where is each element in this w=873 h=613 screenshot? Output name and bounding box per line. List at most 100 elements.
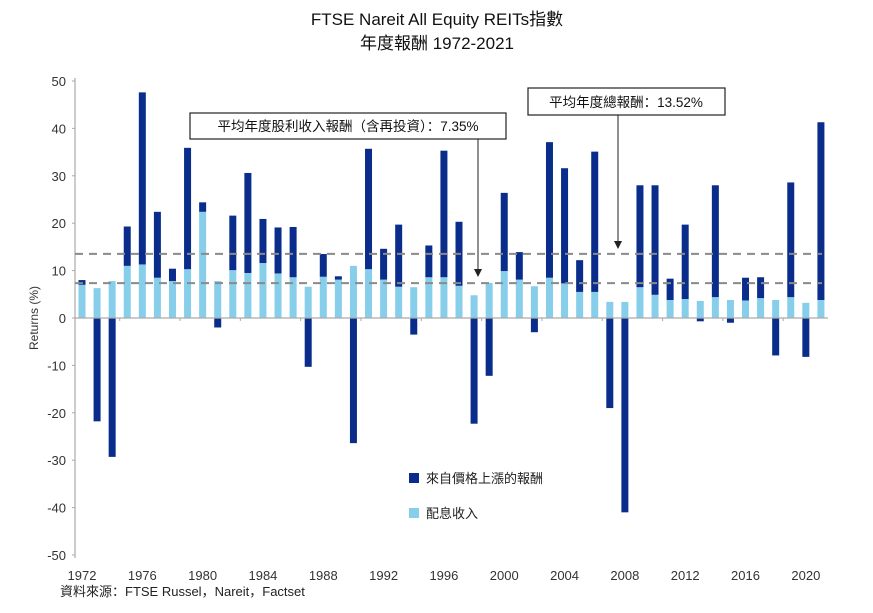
x-tick-label: 1972 xyxy=(68,568,97,583)
bar-price-2017 xyxy=(757,277,765,299)
bar-price-1983 xyxy=(244,172,252,273)
x-tick-label: 1996 xyxy=(429,568,458,583)
bar-income-2004 xyxy=(561,283,569,318)
bar-price-1985 xyxy=(274,227,282,274)
x-tick-label: 2008 xyxy=(610,568,639,583)
bar-price-2021 xyxy=(817,122,825,300)
bar-price-1974 xyxy=(108,318,116,457)
bar-price-1993 xyxy=(395,224,403,287)
bar-income-1978 xyxy=(168,281,176,318)
bar-income-1988 xyxy=(319,276,327,318)
bar-income-1985 xyxy=(274,273,282,318)
y-tick-label: 0 xyxy=(59,311,66,326)
annotation-dividend-label: 平均年度股利收入報酬（含再投資）：7.35% xyxy=(217,119,478,134)
bar-price-1984 xyxy=(259,218,267,264)
bar-income-1995 xyxy=(425,277,433,318)
bar-price-1978 xyxy=(168,268,176,282)
bar-income-1992 xyxy=(380,279,388,318)
bar-income-2016 xyxy=(742,300,750,318)
y-tick-label: -50 xyxy=(47,548,66,563)
y-tick-label: 50 xyxy=(52,74,66,89)
bar-income-1976 xyxy=(138,264,146,318)
bar-price-2010 xyxy=(651,185,659,295)
bar-income-1984 xyxy=(259,263,267,318)
bar-price-1991 xyxy=(365,148,373,270)
bar-price-2002 xyxy=(530,318,538,333)
bar-income-2012 xyxy=(681,299,689,318)
bar-income-1974 xyxy=(108,281,116,318)
bar-income-2003 xyxy=(545,277,553,318)
bar-income-2019 xyxy=(787,297,795,318)
bar-price-1992 xyxy=(380,248,388,280)
bar-price-2012 xyxy=(681,224,689,300)
x-tick-label: 2012 xyxy=(671,568,700,583)
bar-price-2001 xyxy=(515,252,523,280)
annotation-total: 平均年度總報酬：13.52% xyxy=(527,87,726,249)
bar-price-1980 xyxy=(199,202,207,212)
source-note: 資料來源：FTSE Russel，Nareit，Factset xyxy=(60,584,305,599)
bar-income-1990 xyxy=(349,265,357,318)
bar-income-2014 xyxy=(711,297,719,318)
bar-income-1991 xyxy=(365,269,373,318)
x-tick-label: 1976 xyxy=(128,568,157,583)
bar-price-1975 xyxy=(123,226,131,266)
bar-price-1996 xyxy=(440,150,448,278)
bar-price-2000 xyxy=(500,192,508,272)
bar-price-1999 xyxy=(485,318,493,376)
bar-income-2008 xyxy=(621,301,629,318)
chart-subtitle: 年度報酬 1972-2021 xyxy=(360,34,514,53)
bar-income-2001 xyxy=(515,279,523,318)
chart-title: FTSE Nareit All Equity REITs指數 xyxy=(311,10,563,29)
bar-price-1973 xyxy=(93,318,101,422)
bar-income-2007 xyxy=(606,301,614,318)
y-tick-label: -40 xyxy=(47,501,66,516)
bar-price-2015 xyxy=(726,318,734,323)
y-tick-label: 20 xyxy=(52,216,66,231)
bar-price-1977 xyxy=(153,211,161,278)
bar-price-1979 xyxy=(184,147,192,270)
bar-income-2011 xyxy=(666,299,674,318)
bar-income-1982 xyxy=(229,270,237,318)
y-tick-label: 40 xyxy=(52,121,66,136)
y-tick-label: 10 xyxy=(52,264,66,279)
x-tick-label: 1980 xyxy=(188,568,217,583)
bar-price-1994 xyxy=(410,318,418,335)
bar-price-2019 xyxy=(787,182,795,298)
legend-label-income: 配息收入 xyxy=(426,506,478,521)
legend-swatch-income xyxy=(409,508,419,518)
bar-income-1996 xyxy=(440,277,448,318)
bar-income-1975 xyxy=(123,265,131,318)
bar-price-2011 xyxy=(666,278,674,300)
bar-income-1987 xyxy=(304,286,312,318)
bar-price-1995 xyxy=(425,245,433,278)
bar-income-1986 xyxy=(289,277,297,318)
bar-price-2014 xyxy=(711,185,719,298)
bar-income-2005 xyxy=(576,291,584,318)
y-tick-label: -30 xyxy=(47,453,66,468)
annotation-dividend: 平均年度股利收入報酬（含再投資）：7.35% xyxy=(189,112,507,277)
arrow-down-icon xyxy=(474,269,482,277)
bar-price-2016 xyxy=(742,277,750,301)
bar-price-1981 xyxy=(214,318,222,328)
y-tick-label: 30 xyxy=(52,169,66,184)
y-tick-label: -10 xyxy=(47,358,66,373)
bar-price-1989 xyxy=(334,276,342,280)
bar-price-1976 xyxy=(138,92,146,265)
bar-income-1998 xyxy=(470,295,478,318)
bar-income-1972 xyxy=(78,284,86,318)
bar-income-2010 xyxy=(651,294,659,318)
bar-income-1979 xyxy=(184,269,192,318)
x-tick-label: 1984 xyxy=(248,568,277,583)
bar-income-2013 xyxy=(696,300,704,318)
bar-income-2002 xyxy=(530,286,538,318)
legend-label-price: 來自價格上漲的報酬 xyxy=(426,471,543,486)
bar-price-2004 xyxy=(561,168,569,284)
bar-income-1983 xyxy=(244,272,252,318)
bar-income-2020 xyxy=(802,302,810,318)
bar-income-1999 xyxy=(485,282,493,318)
bar-price-2005 xyxy=(576,260,584,292)
bar-income-2021 xyxy=(817,299,825,318)
bar-price-1986 xyxy=(289,226,297,278)
bar-price-1998 xyxy=(470,318,478,424)
bar-price-1987 xyxy=(304,318,312,367)
